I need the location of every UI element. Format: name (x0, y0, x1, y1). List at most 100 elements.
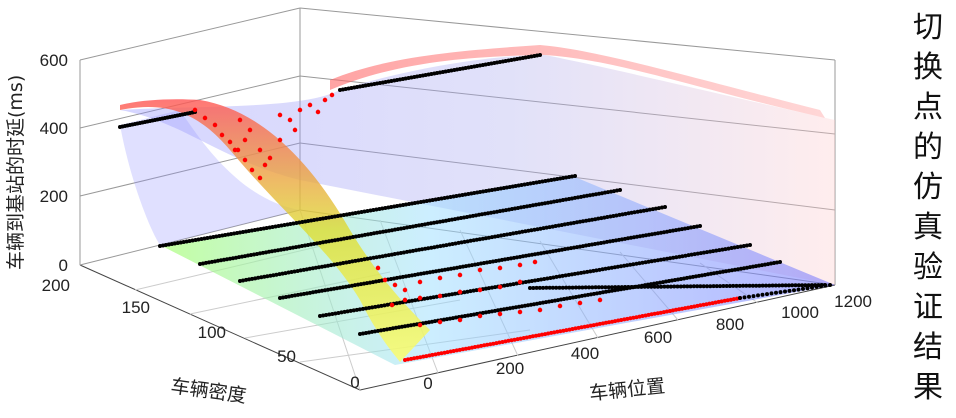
data-point (567, 327, 572, 332)
data-point (374, 207, 379, 212)
data-point (686, 305, 691, 310)
data-point (315, 109, 321, 115)
data-point (613, 285, 618, 290)
data-point (192, 107, 198, 113)
data-point (458, 265, 462, 270)
data-point (400, 324, 404, 329)
data-point (550, 285, 555, 290)
data-point (437, 275, 443, 281)
data-point (320, 288, 324, 293)
data-point (228, 256, 232, 261)
z-tick: 600 (40, 51, 68, 70)
data-point (628, 316, 633, 321)
data-point (365, 209, 370, 213)
data-point (332, 214, 337, 219)
data-point (362, 209, 367, 214)
data-point (212, 122, 218, 128)
data-point (609, 265, 614, 270)
data-point (426, 246, 431, 251)
data-point (649, 259, 654, 264)
data-point (561, 198, 565, 202)
data-point (552, 199, 556, 204)
data-point (464, 264, 468, 269)
data-point (790, 283, 795, 288)
data-point (756, 293, 760, 298)
data-point (365, 256, 370, 261)
data-point (701, 250, 706, 255)
data-point (546, 331, 551, 336)
data-point (679, 277, 683, 281)
data-point (402, 297, 408, 303)
data-point (364, 306, 369, 311)
data-point (649, 284, 654, 289)
data-point (384, 229, 388, 234)
data-point (417, 295, 423, 301)
data-point (661, 310, 666, 315)
y-tick: 200 (42, 276, 70, 295)
data-point (324, 313, 329, 317)
data-point (528, 181, 533, 186)
data-point (394, 301, 399, 306)
data-point (479, 261, 483, 266)
data-point (560, 247, 564, 252)
data-point (393, 227, 397, 232)
data-point (279, 223, 284, 228)
data-point (399, 226, 403, 231)
data-point (537, 180, 542, 184)
data-point (751, 294, 756, 299)
data-point (742, 266, 746, 271)
data-point (736, 267, 740, 272)
data-point (415, 200, 420, 205)
data-point (451, 316, 455, 321)
data-point (526, 228, 531, 233)
data-point (329, 215, 334, 219)
data-point (760, 283, 765, 288)
data-point (748, 243, 752, 247)
data-point (577, 300, 583, 306)
data-point (353, 258, 358, 263)
data-point (582, 324, 587, 329)
data-point (442, 350, 447, 355)
data-point (543, 201, 547, 206)
data-point (506, 338, 511, 343)
data-point (537, 285, 542, 290)
data-point (348, 235, 352, 240)
data-point (716, 299, 721, 304)
data-point (625, 263, 630, 268)
data-point (395, 275, 399, 280)
data-point (463, 314, 467, 318)
data-point (238, 230, 242, 235)
data-point (608, 214, 613, 219)
data-point (282, 223, 287, 227)
black-dot-lines (118, 53, 827, 336)
data-point (619, 285, 624, 290)
z-tick: 400 (40, 119, 68, 138)
data-point (368, 280, 372, 285)
data-point (364, 331, 368, 335)
data-point (256, 275, 261, 280)
data-point (583, 293, 587, 298)
data-point (395, 251, 400, 256)
data-point (673, 278, 677, 282)
data-point (491, 341, 496, 346)
data-point (649, 312, 654, 317)
data-point (498, 209, 502, 214)
data-point (619, 318, 624, 322)
data-point (480, 236, 485, 241)
data-point (689, 305, 694, 309)
data-point (321, 216, 325, 221)
data-point (659, 230, 663, 235)
data-point (389, 277, 393, 281)
data-point (498, 186, 503, 191)
data-point (571, 295, 575, 300)
data-point (526, 303, 530, 308)
y-tick: 150 (122, 298, 150, 317)
data-point (731, 283, 736, 288)
data-point (667, 279, 671, 283)
data-point (371, 280, 375, 285)
data-point (538, 53, 542, 57)
data-point (257, 147, 263, 153)
data-point (803, 283, 808, 288)
data-point (450, 217, 454, 222)
data-point (550, 299, 554, 304)
